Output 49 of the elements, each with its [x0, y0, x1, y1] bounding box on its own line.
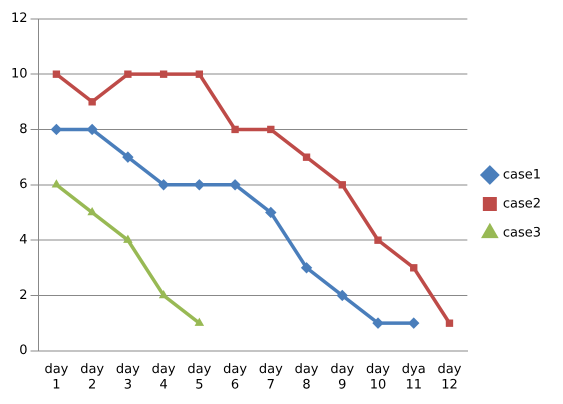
point [410, 264, 418, 272]
x-tick-label: day 12 [438, 362, 462, 393]
x-tick-label: day 10 [366, 362, 390, 393]
point [88, 98, 96, 106]
x-tick-label: dya 11 [402, 362, 426, 393]
point [122, 152, 134, 163]
y-tick-label: 6 [19, 177, 28, 192]
point [194, 318, 204, 326]
point [265, 206, 276, 218]
point [338, 181, 346, 188]
point [52, 70, 60, 78]
point [408, 318, 420, 329]
point [88, 207, 97, 216]
legend-label: case3 [502, 225, 541, 240]
point [231, 126, 239, 134]
point [230, 179, 241, 190]
point [196, 70, 204, 78]
legend-label: case1 [502, 167, 541, 182]
point [123, 235, 132, 243]
y-tick-label: 12 [10, 11, 28, 26]
point [52, 180, 61, 188]
point [124, 70, 132, 78]
point [372, 318, 384, 329]
x-tick-label: day 8 [294, 362, 319, 393]
x-tick-label: day 6 [223, 362, 248, 393]
point [336, 290, 348, 301]
y-tick-label: 8 [19, 122, 28, 137]
point [194, 179, 205, 190]
point [301, 262, 312, 274]
point [86, 124, 98, 135]
x-tick-label: day 9 [330, 362, 355, 393]
point [302, 153, 310, 161]
x-tick-label: day 7 [258, 362, 284, 393]
x-tick-label: day 5 [187, 362, 212, 393]
point [267, 126, 274, 134]
y-tick-label: 2 [19, 288, 28, 303]
y-tick-label: 0 [19, 343, 28, 358]
legend-label: case2 [502, 196, 541, 212]
y-tick-label: 10 [10, 66, 28, 82]
x-tick-label: day 4 [152, 362, 176, 393]
point [160, 70, 168, 78]
point [159, 290, 168, 298]
point [446, 319, 454, 327]
point [374, 236, 382, 244]
point [50, 124, 62, 135]
y-tick-label: 4 [19, 232, 28, 248]
x-tick-label: day 1 [44, 362, 69, 393]
x-tick-label: day 2 [80, 362, 104, 393]
x-tick-label: day 3 [116, 362, 140, 393]
